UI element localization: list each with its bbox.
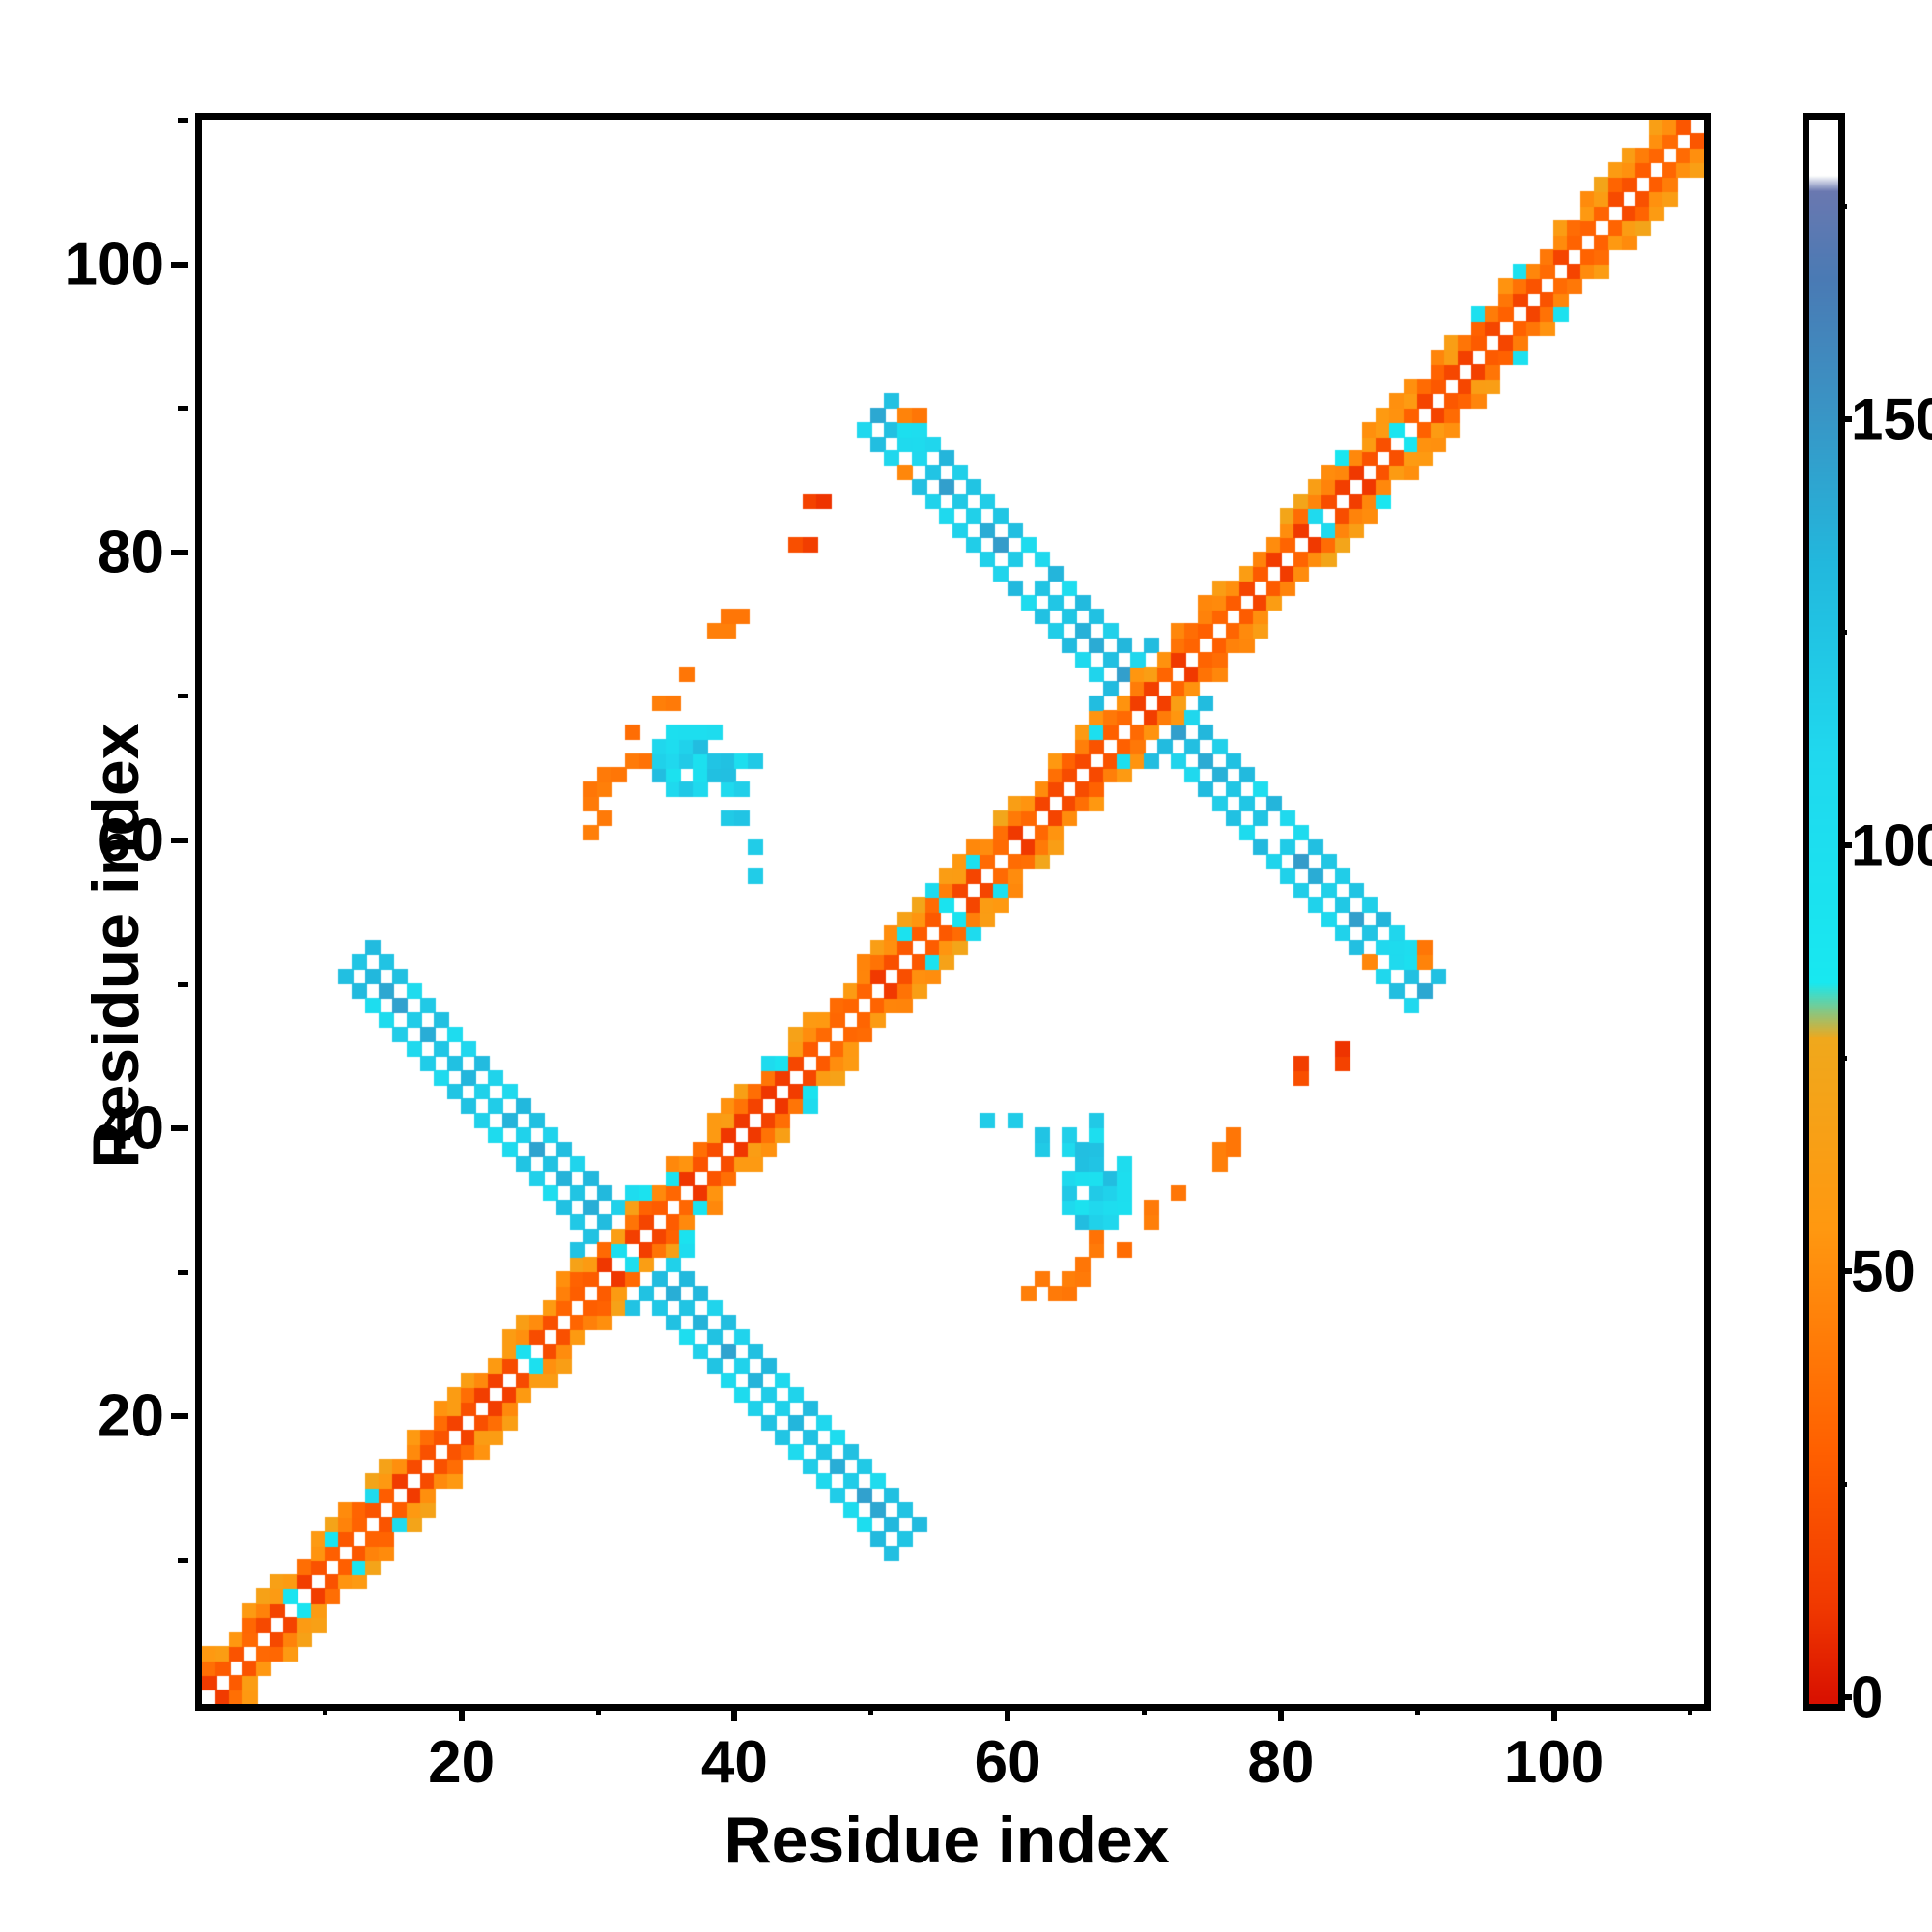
x-tick-label-100: 100	[1503, 1729, 1605, 1796]
y-tick-40	[171, 1125, 188, 1132]
heatmap-canvas	[202, 120, 1704, 1704]
y-tick-100	[171, 261, 188, 268]
x-minor-tick-50	[868, 1704, 874, 1715]
x-tick-80	[1277, 1704, 1284, 1721]
x-minor-tick-90	[1414, 1704, 1420, 1715]
x-minor-tick-10	[322, 1704, 327, 1715]
y-tick-label-100: 100	[64, 231, 164, 298]
y-minor-tick-50	[178, 981, 188, 987]
y-tick-label-80: 80	[98, 519, 164, 586]
x-tick-20	[458, 1704, 465, 1721]
y-tick-label-20: 20	[98, 1382, 164, 1450]
colorbar-minor-tick-175	[1838, 204, 1847, 210]
colorbar-tick-100	[1838, 842, 1852, 849]
y-minor-tick-10	[178, 1557, 188, 1563]
colorbar-tick-label-100: 100	[1851, 812, 1932, 878]
colorbar-tick-label-0: 0	[1851, 1664, 1884, 1730]
x-tick-40	[731, 1704, 738, 1721]
y-tick-label-60: 60	[98, 807, 164, 874]
y-axis-title: Residue index	[79, 723, 153, 1169]
heatmap-plot-area	[195, 113, 1711, 1711]
x-minor-tick-70	[1141, 1704, 1147, 1715]
colorbar-tick-label-150: 150	[1851, 386, 1932, 452]
x-tick-label-40: 40	[700, 1729, 768, 1796]
x-tick-label-80: 80	[1247, 1729, 1315, 1796]
colorbar-minor-tick-75	[1838, 1056, 1847, 1062]
y-tick-label-40: 40	[98, 1094, 164, 1162]
y-minor-tick-90	[178, 406, 188, 412]
x-minor-tick-110	[1688, 1704, 1693, 1715]
colorbar-gradient	[1809, 120, 1838, 1704]
colorbar-tick-label-50: 50	[1851, 1238, 1916, 1304]
y-tick-80	[171, 549, 188, 555]
x-tick-100	[1550, 1704, 1557, 1721]
x-axis-title: Residue index	[724, 1804, 1170, 1877]
colorbar-minor-tick-125	[1838, 630, 1847, 636]
colorbar-tick-50	[1838, 1268, 1852, 1275]
colorbar-tick-150	[1838, 416, 1852, 423]
y-tick-60	[171, 837, 188, 843]
colorbar-minor-tick-25	[1838, 1482, 1847, 1488]
x-minor-tick-30	[595, 1704, 601, 1715]
x-tick-label-20: 20	[428, 1729, 496, 1796]
y-minor-tick-70	[178, 694, 188, 699]
y-tick-20	[171, 1413, 188, 1420]
y-minor-tick-30	[178, 1269, 188, 1275]
x-tick-label-60: 60	[974, 1729, 1041, 1796]
x-tick-60	[1005, 1704, 1011, 1721]
colorbar	[1803, 113, 1845, 1711]
y-minor-tick-110	[178, 117, 188, 123]
colorbar-tick-0	[1838, 1694, 1852, 1700]
